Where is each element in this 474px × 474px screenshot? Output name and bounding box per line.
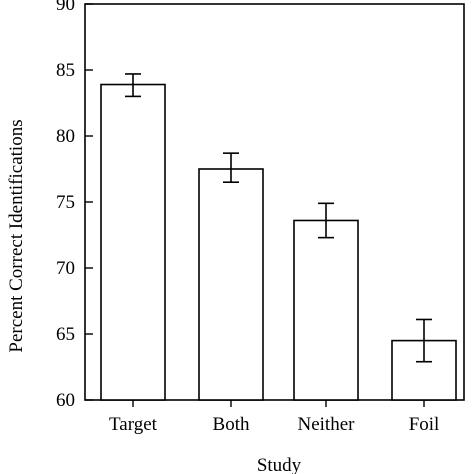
y-tick-label: 70 [56, 258, 75, 279]
x-tick-label-target: Target [109, 414, 158, 435]
y-axis-title: Percent Correct Identifications [6, 119, 27, 352]
x-tick-label-foil: Foil [409, 414, 440, 435]
bar-neither [293, 219, 359, 401]
bar-target [100, 83, 166, 401]
bar-both [198, 168, 264, 401]
x-tick-label-neither: Neither [298, 414, 356, 435]
y-tick-label: 80 [56, 126, 75, 147]
y-tick-label: 60 [56, 390, 75, 411]
plot-area: 60 65 70 75 80 85 90 Target Both Neither Foil [56, 0, 465, 435]
y-tick-label: 90 [56, 0, 75, 15]
y-tick-label: 85 [56, 60, 75, 81]
x-axis-title: Study [257, 455, 302, 474]
y-tick-label: 75 [56, 192, 75, 213]
x-tick-label-both: Both [213, 414, 250, 435]
y-tick-label: 65 [56, 324, 75, 345]
